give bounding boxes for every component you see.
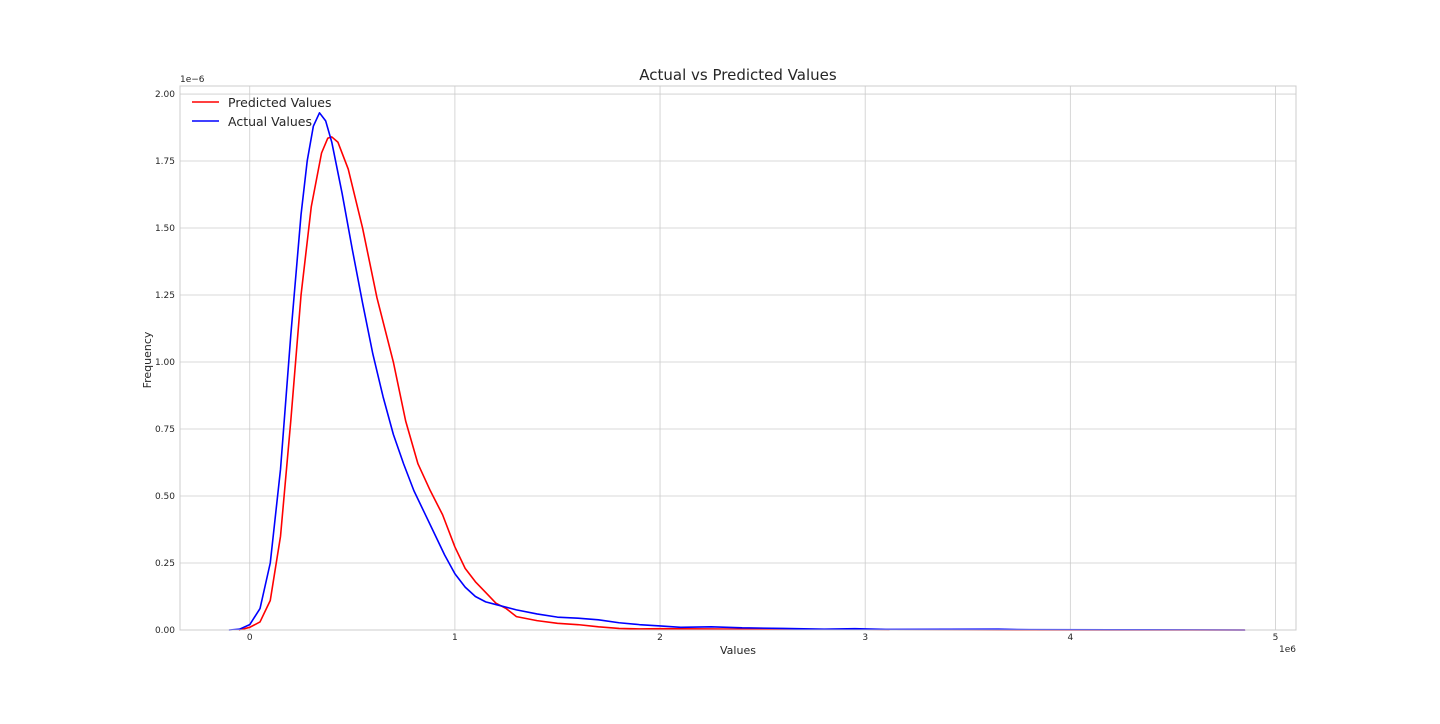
- series-line-actual-values: [228, 112, 1246, 631]
- x-tick-label: 5: [1273, 633, 1279, 643]
- x-axis-ticks: 0 1 2 3 4 5: [247, 633, 1278, 643]
- y-tick-label: 0.00: [155, 626, 175, 636]
- y-offset-label: 1e−6: [180, 75, 205, 85]
- y-axis-ticks: 0.00 0.25 0.50 0.75 1.00 1.25 1.50 1.75 2.00: [155, 90, 175, 636]
- plot-frame: [179, 85, 1297, 631]
- y-tick-label: 0.75: [155, 425, 175, 435]
- y-axis-label: Frequency: [141, 331, 154, 388]
- legend-label-actual: Actual Values: [228, 114, 312, 129]
- x-tick-label: 1: [452, 633, 458, 643]
- y-tick-label: 1.00: [155, 358, 175, 368]
- series-line-predicted-values: [238, 136, 1246, 631]
- legend-label-predicted: Predicted Values: [228, 95, 332, 110]
- y-tick-label: 1.50: [155, 224, 175, 234]
- y-tick-label: 1.75: [155, 157, 175, 167]
- x-tick-label: 0: [247, 633, 253, 643]
- x-tick-label: 4: [1067, 633, 1073, 643]
- legend: Predicted Values Actual Values: [192, 95, 332, 129]
- x-offset-label: 1e6: [1279, 645, 1296, 655]
- y-tick-label: 1.25: [155, 291, 175, 301]
- grid: [180, 86, 1296, 631]
- y-tick-label: 0.25: [155, 559, 175, 569]
- x-axis-label: Values: [720, 644, 756, 657]
- y-tick-label: 0.50: [155, 492, 175, 502]
- x-tick-label: 3: [862, 633, 868, 643]
- x-tick-label: 2: [657, 633, 663, 643]
- series-lines: [228, 112, 1246, 631]
- chart-title: Actual vs Predicted Values: [639, 66, 837, 84]
- y-tick-label: 2.00: [155, 90, 175, 100]
